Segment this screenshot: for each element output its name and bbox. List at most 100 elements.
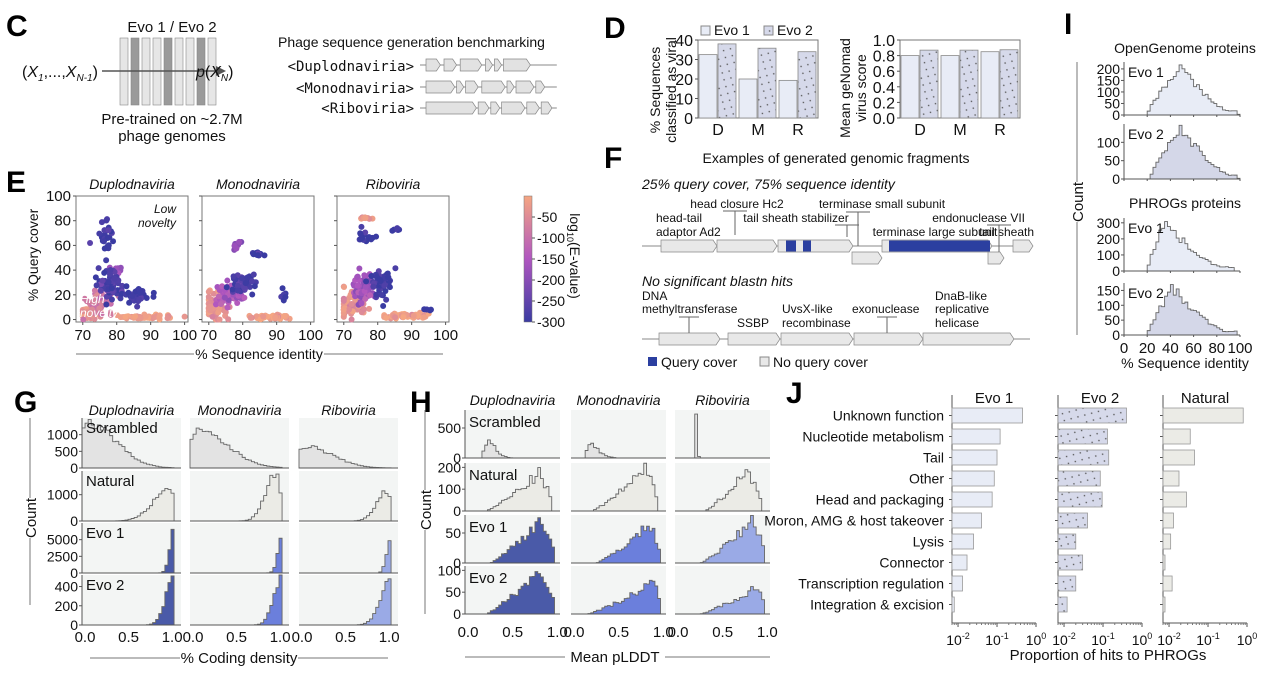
bar-evo-2	[1057, 449, 1110, 466]
legend-evo2-swatch	[763, 25, 774, 36]
y-tick-label: 0	[63, 312, 71, 329]
colorbar-tick-label: -300	[537, 314, 565, 330]
scatter-point	[279, 285, 286, 292]
scatter-point	[217, 300, 224, 307]
gene-label: DnaB-like	[935, 289, 987, 303]
scatter-point	[106, 271, 113, 278]
histogram-bars	[1124, 284, 1240, 336]
scatter-point	[117, 295, 124, 302]
panel-label-i: I	[1064, 8, 1072, 41]
x-tick-label: 100	[1237, 631, 1258, 648]
scatter-point	[366, 305, 373, 312]
x-tick-label: 70	[74, 327, 91, 344]
bar-natural	[1162, 449, 1195, 466]
gene-label: tail sheath	[979, 225, 1034, 239]
scatter-point	[421, 306, 428, 313]
f-example2-title: No significant blastn hits	[642, 273, 793, 289]
bar-evo-2	[1057, 533, 1077, 550]
i-group-title: PHROGs proteins	[1129, 195, 1241, 211]
e-low-novelty-2: novelty	[138, 216, 177, 230]
query-cover-block	[889, 240, 990, 252]
h-row-label: Scrambled	[469, 414, 541, 431]
scatter-point	[362, 283, 369, 290]
x-tick-label: 100	[1026, 631, 1047, 648]
panel-f: Examples of generated genomic fragments …	[641, 150, 1034, 370]
bar-evo-1	[951, 491, 993, 508]
bar-evo1	[900, 55, 920, 119]
scatter-point	[358, 300, 365, 307]
arrow-head-icon	[216, 66, 226, 76]
gene-label: replicative	[935, 302, 989, 316]
gene-head-tail-adaptor	[660, 239, 718, 253]
y-tick-label: 100	[438, 481, 462, 497]
gene-label: helicase	[935, 316, 979, 330]
bar-natural	[1162, 491, 1187, 508]
scatter-point	[362, 295, 369, 302]
d-left-chart: 0 10 20 30 40 D M R	[675, 33, 819, 139]
pretrain-caption-2: phage genomes	[118, 128, 226, 145]
scatter-point	[107, 311, 114, 318]
scatter-point	[239, 275, 246, 282]
plot-background	[190, 523, 289, 573]
scatter-point	[234, 287, 241, 294]
x-tick-label: R	[994, 122, 1006, 139]
scatter-point	[223, 284, 230, 291]
legend-query-cover-label: Query cover	[661, 354, 738, 370]
scatter-point	[98, 311, 105, 318]
gene-arrow	[465, 80, 479, 94]
y-tick-label: 0	[1112, 327, 1120, 343]
scatter-point	[400, 314, 407, 321]
x-tick-label: 100	[172, 327, 197, 344]
scatter-point	[340, 297, 347, 304]
scatter-point	[356, 265, 363, 272]
scatter-point	[236, 238, 243, 245]
gene-label: adaptor Ad2	[656, 225, 721, 239]
scatter-point	[360, 306, 367, 313]
scatter-point	[80, 316, 87, 323]
x-tick-label: 100	[1227, 340, 1252, 357]
gene-arrow	[477, 101, 490, 115]
scatter-point	[225, 316, 232, 323]
x-tick-label: 100	[298, 327, 323, 344]
colorbar-label: log10(E-value)	[565, 213, 583, 299]
bar-evo-2	[1057, 470, 1101, 487]
histogram-bars	[1124, 64, 1241, 116]
histogram-bars	[1124, 124, 1241, 180]
scatter-point	[346, 306, 353, 313]
y-tick-label: 300	[1097, 215, 1121, 231]
benchmark-title: Phage sequence generation benchmarking	[278, 34, 545, 50]
d-right-chart: 0.00.20.40.60.81.0 D M R	[873, 33, 1021, 139]
model-label: Evo 1 / Evo 2	[127, 19, 216, 36]
scatter-point	[142, 313, 149, 320]
scatter-point	[137, 289, 144, 296]
scatter-point	[367, 292, 374, 299]
x-tick-label: 1.0	[653, 624, 674, 641]
scatter-point	[362, 273, 369, 280]
d-left-ylabel-1: % Sequences	[647, 47, 663, 133]
scatter-point	[229, 286, 236, 293]
colorbar-tick-label: -100	[537, 230, 565, 246]
gene-arrow	[503, 58, 531, 72]
y-tick-label: 100	[438, 562, 462, 578]
x-tick-label: 10-1	[1196, 631, 1220, 648]
gene-uvsx-recombinase	[780, 332, 854, 346]
scatter-point	[207, 303, 214, 310]
colorbar-tick-label: -200	[537, 272, 565, 288]
x-tick-label: 90	[142, 327, 159, 344]
scatter-point	[281, 312, 288, 319]
histogram-bars	[468, 517, 558, 564]
x-tick-label: 80	[369, 327, 386, 344]
gene-tail-sheath	[1012, 239, 1034, 253]
gene-label: UvsX-like	[782, 302, 833, 316]
scatter-point	[421, 314, 428, 321]
bar-evo-1	[951, 554, 968, 571]
scatter-point	[215, 293, 222, 300]
histogram-bars	[468, 571, 558, 615]
j-category-label: Head and packaging	[816, 492, 944, 508]
gene-label: tail sheath stabilizer	[743, 211, 848, 225]
gene-label: exonuclease	[852, 302, 920, 316]
scatter-point	[216, 316, 223, 323]
x-tick-label: 0.5	[335, 629, 356, 646]
g-row-label: Evo 1	[86, 525, 124, 542]
